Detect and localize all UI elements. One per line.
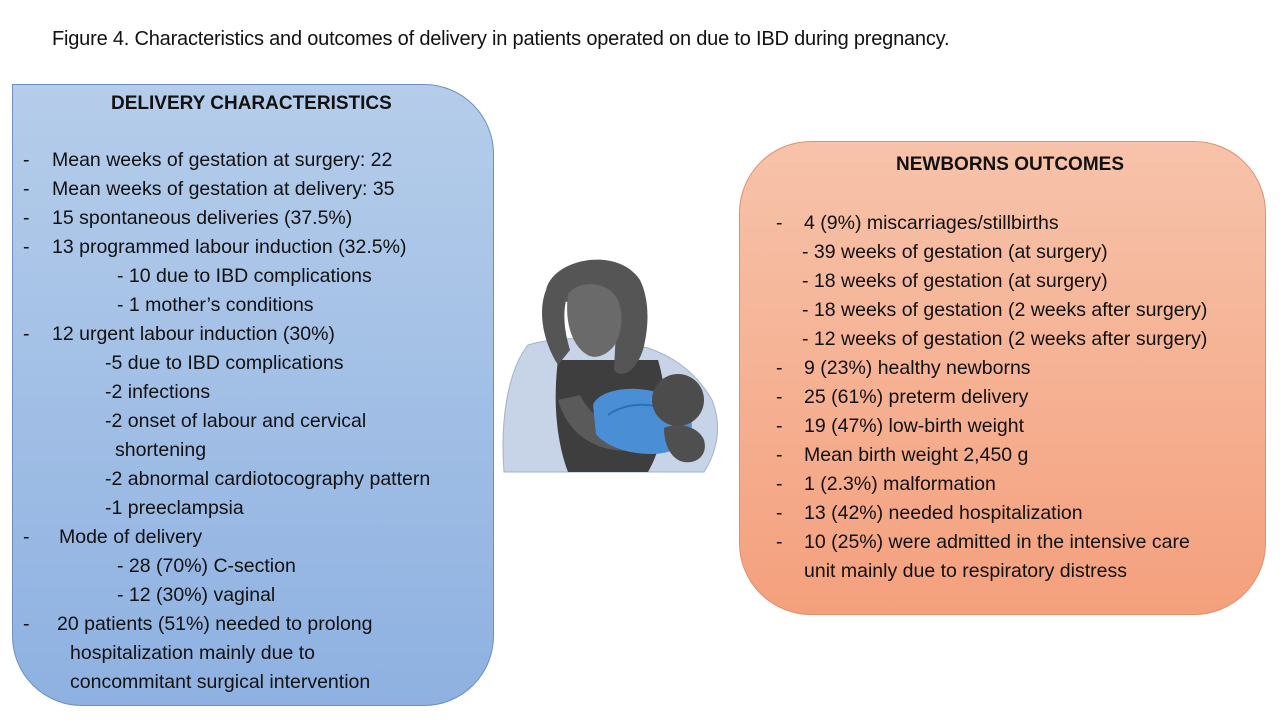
list-subitem: -2 infections xyxy=(105,381,211,403)
list-subitem: - 28 (70%) C-section xyxy=(117,555,296,577)
list-item-continuation: hospitalization mainly due to xyxy=(70,642,315,664)
list-subitem: - 39 weeks of gestation (at surgery) xyxy=(802,241,1108,263)
bullet-dash: - xyxy=(776,531,783,553)
list-subitem: - 18 weeks of gestation (2 weeks after s… xyxy=(802,299,1208,321)
list-item: Mean weeks of gestation at surgery: 22 xyxy=(52,149,393,171)
bullet-dash: - xyxy=(776,502,783,524)
list-item: 1 (2.3%) malformation xyxy=(804,473,996,495)
list-item: 20 patients (51%) needed to prolong xyxy=(57,613,373,635)
bullet-dash: - xyxy=(23,526,30,548)
list-item: 25 (61%) preterm delivery xyxy=(804,386,1029,408)
list-item: 15 spontaneous deliveries (37.5%) xyxy=(52,207,353,229)
newborns-panel-title: NEWBORNS OUTCOMES xyxy=(896,154,1124,175)
delivery-characteristics-panel: DELIVERY CHARACTERISTICS - Mean weeks of… xyxy=(12,84,494,706)
list-subitem: - 12 weeks of gestation (2 weeks after s… xyxy=(802,328,1208,350)
bullet-dash: - xyxy=(776,212,783,234)
bullet-dash: - xyxy=(23,149,30,171)
bullet-dash: - xyxy=(23,323,30,345)
newborns-outcomes-panel: NEWBORNS OUTCOMES - 4 (9%) miscarriages/… xyxy=(739,141,1266,615)
list-subitem: - 10 due to IBD complications xyxy=(117,265,372,287)
list-subitem: -1 preeclampsia xyxy=(105,497,244,519)
list-item: 9 (23%) healthy newborns xyxy=(804,357,1031,379)
list-subitem: - 18 weeks of gestation (at surgery) xyxy=(802,270,1108,292)
list-item: 10 (25%) were admitted in the intensive … xyxy=(804,531,1190,553)
bullet-dash: - xyxy=(23,207,30,229)
list-item: 13 (42%) needed hospitalization xyxy=(804,502,1083,524)
bullet-dash: - xyxy=(776,357,783,379)
list-item: Mean weeks of gestation at delivery: 35 xyxy=(52,178,395,200)
list-item-continuation: unit mainly due to respiratory distress xyxy=(804,560,1127,582)
list-subitem: -2 abnormal cardiotocography pattern xyxy=(105,468,431,490)
list-subitem-continuation: shortening xyxy=(115,439,207,461)
bullet-dash: - xyxy=(23,613,30,635)
newborns-list: - 4 (9%) miscarriages/stillbirths - 39 w… xyxy=(740,142,1265,614)
list-subitem: -2 onset of labour and cervical xyxy=(105,410,367,432)
bullet-dash: - xyxy=(776,415,783,437)
bullet-dash: - xyxy=(23,178,30,200)
delivery-panel-title: DELIVERY CHARACTERISTICS xyxy=(111,93,392,114)
list-subitem: - 1 mother’s conditions xyxy=(117,294,314,316)
list-item: 19 (47%) low-birth weight xyxy=(804,415,1025,437)
bullet-dash: - xyxy=(776,444,783,466)
list-subitem: - 12 (30%) vaginal xyxy=(117,584,276,606)
bullet-dash: - xyxy=(776,386,783,408)
list-item: 13 programmed labour induction (32.5%) xyxy=(52,236,407,258)
bullet-dash: - xyxy=(23,236,30,258)
list-item: Mode of delivery xyxy=(59,526,203,548)
figure-caption: Figure 4. Characteristics and outcomes o… xyxy=(52,28,950,50)
list-item: 4 (9%) miscarriages/stillbirths xyxy=(804,212,1059,234)
list-subitem: -5 due to IBD complications xyxy=(105,352,344,374)
bullet-dash: - xyxy=(776,473,783,495)
mother-breastfeeding-icon xyxy=(502,259,718,473)
list-item: 12 urgent labour induction (30%) xyxy=(52,323,335,345)
list-item-continuation: concommitant surgical intervention xyxy=(70,671,371,693)
delivery-list: - Mean weeks of gestation at surgery: 22… xyxy=(13,85,493,705)
list-item: Mean birth weight 2,450 g xyxy=(804,444,1029,466)
